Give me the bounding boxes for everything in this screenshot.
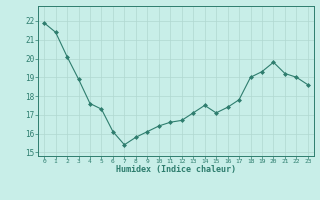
X-axis label: Humidex (Indice chaleur): Humidex (Indice chaleur) <box>116 165 236 174</box>
